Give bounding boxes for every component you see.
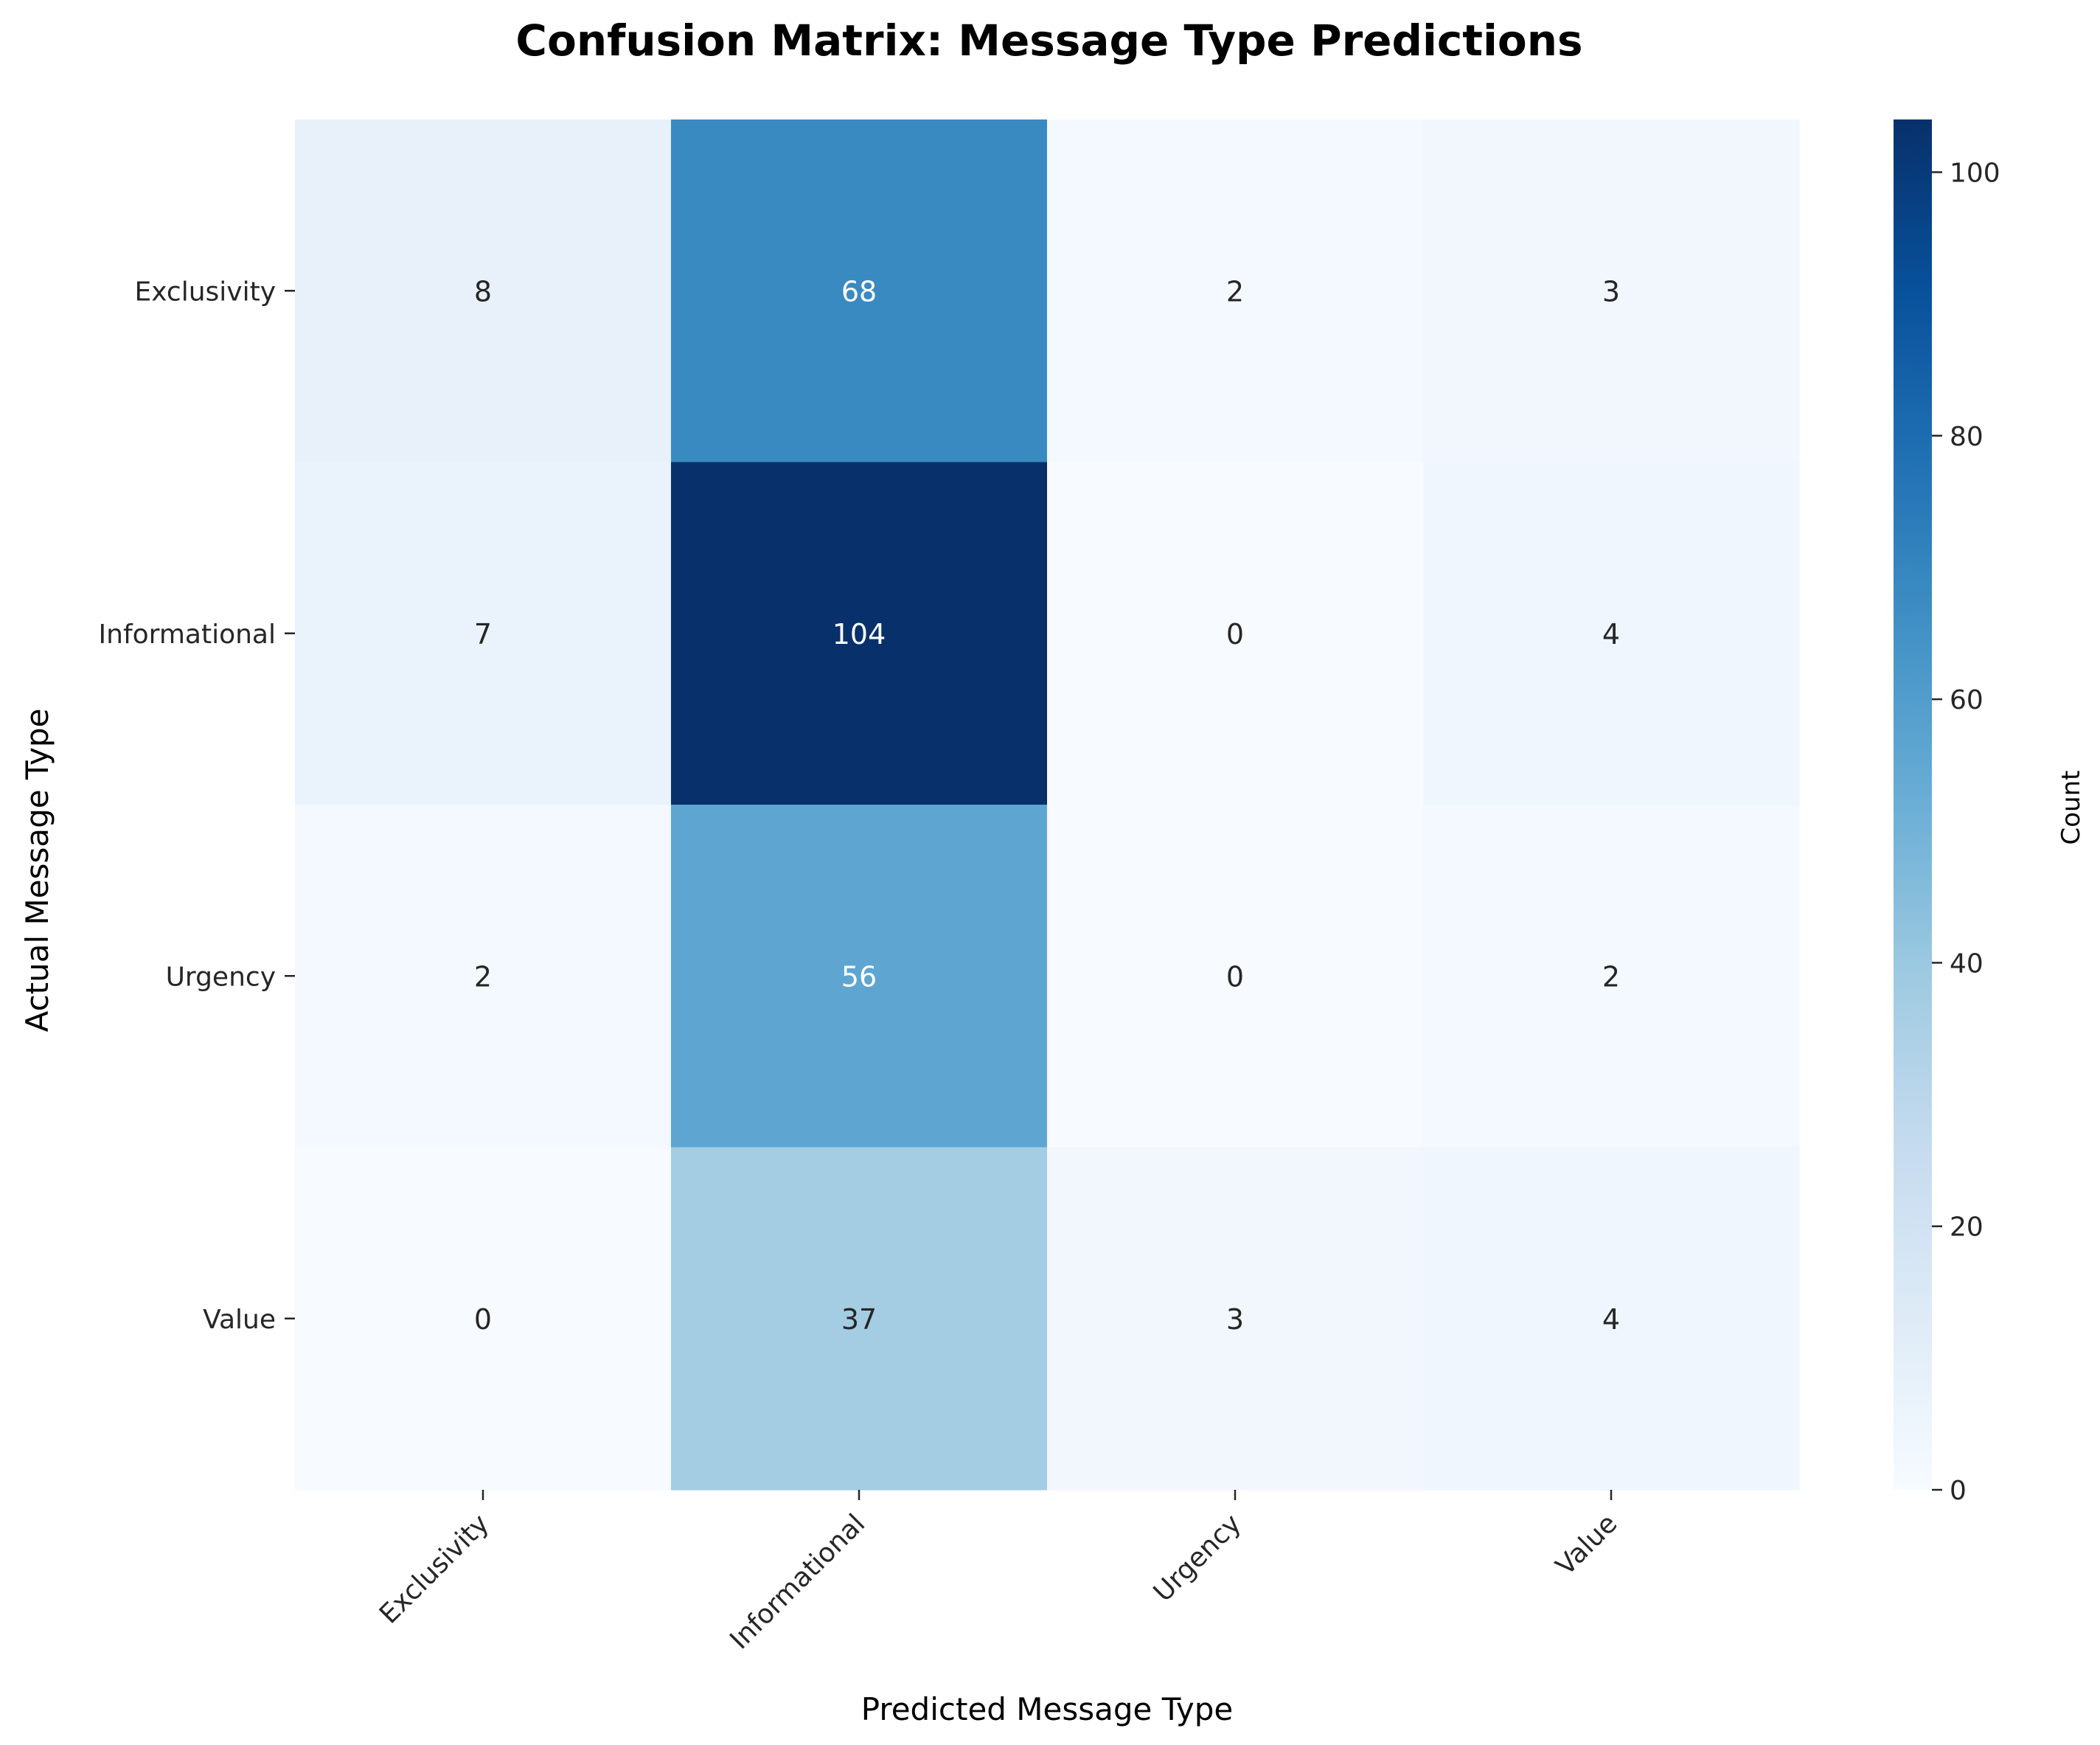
y-tick-label: Urgency	[166, 962, 276, 992]
cell-value-label: 2	[1602, 960, 1620, 993]
x-tick-label: Value	[1550, 1508, 1623, 1581]
heatmap-cell	[1423, 462, 1800, 805]
heatmap-cell	[671, 119, 1048, 463]
cell-value-label: 37	[841, 1303, 877, 1336]
colorbar-tick-label: 20	[1950, 1213, 1983, 1243]
heatmap-cell	[671, 805, 1048, 1148]
colorbar-ticks: 0 20 40 60 80 100	[1932, 158, 2000, 1506]
colorbar-tick-label: 0	[1950, 1476, 1967, 1506]
heatmap-cell-labels: 8 68 2 37 104 0 42 56 0 20 37 3 4	[474, 275, 1620, 1336]
x-tick-label: Urgency	[1148, 1508, 1248, 1608]
heatmap-cell	[295, 805, 672, 1148]
x-tick-label: Informational	[724, 1508, 871, 1655]
heatmap-cell	[1047, 119, 1424, 463]
colorbar	[1894, 119, 1932, 1490]
cell-value-label: 4	[1602, 618, 1620, 651]
cell-value-label: 0	[1226, 960, 1244, 993]
heatmap-cell	[1423, 1147, 1800, 1491]
heatmap-cell	[1423, 119, 1800, 463]
cell-value-label: 2	[1226, 275, 1244, 308]
chart-title: Confusion Matrix: Message Type Predictio…	[515, 15, 1582, 66]
colorbar-tick-label: 60	[1950, 685, 1983, 715]
colorbar-tick-label: 100	[1950, 158, 2000, 188]
heatmap-cells	[295, 119, 1800, 1491]
cell-value-label: 3	[1226, 1303, 1244, 1336]
cell-value-label: 68	[841, 275, 877, 308]
colorbar-tick-label: 80	[1950, 422, 1983, 452]
cell-value-label: 3	[1602, 275, 1620, 308]
heatmap-cell	[671, 1147, 1048, 1491]
cell-value-label: 104	[832, 618, 886, 651]
heatmap-cell	[295, 462, 672, 805]
heatmap-cell	[1423, 805, 1800, 1148]
cell-value-label: 0	[474, 1303, 492, 1336]
cell-value-label: 56	[841, 960, 877, 993]
colorbar-tick-label: 40	[1950, 948, 1983, 979]
y-tick-label: Exclusivity	[134, 277, 276, 307]
x-axis: Exclusivity Informational Urgency Value	[374, 1490, 1623, 1655]
heatmap-cell	[671, 462, 1048, 805]
cell-value-label: 7	[474, 618, 492, 651]
cell-value-label: 8	[474, 275, 492, 308]
y-tick-label: Informational	[99, 620, 276, 650]
y-axis-label: Actual Message Type	[19, 709, 55, 1033]
x-tick-label: Exclusivity	[374, 1508, 495, 1629]
y-tick-label: Value	[203, 1305, 276, 1335]
heatmap-cell	[295, 119, 672, 463]
x-axis-label: Predicted Message Type	[861, 1691, 1233, 1727]
cell-value-label: 4	[1602, 1303, 1620, 1336]
heatmap-cell	[1047, 805, 1424, 1148]
heatmap-cell	[295, 1147, 672, 1491]
cell-value-label: 0	[1226, 618, 1244, 651]
colorbar-label: Count	[2056, 771, 2086, 845]
heatmap-cell	[1047, 462, 1424, 805]
cell-value-label: 2	[474, 960, 492, 993]
y-axis: Exclusivity Informational Urgency Value	[99, 277, 295, 1335]
heatmap-cell	[1047, 1147, 1424, 1491]
